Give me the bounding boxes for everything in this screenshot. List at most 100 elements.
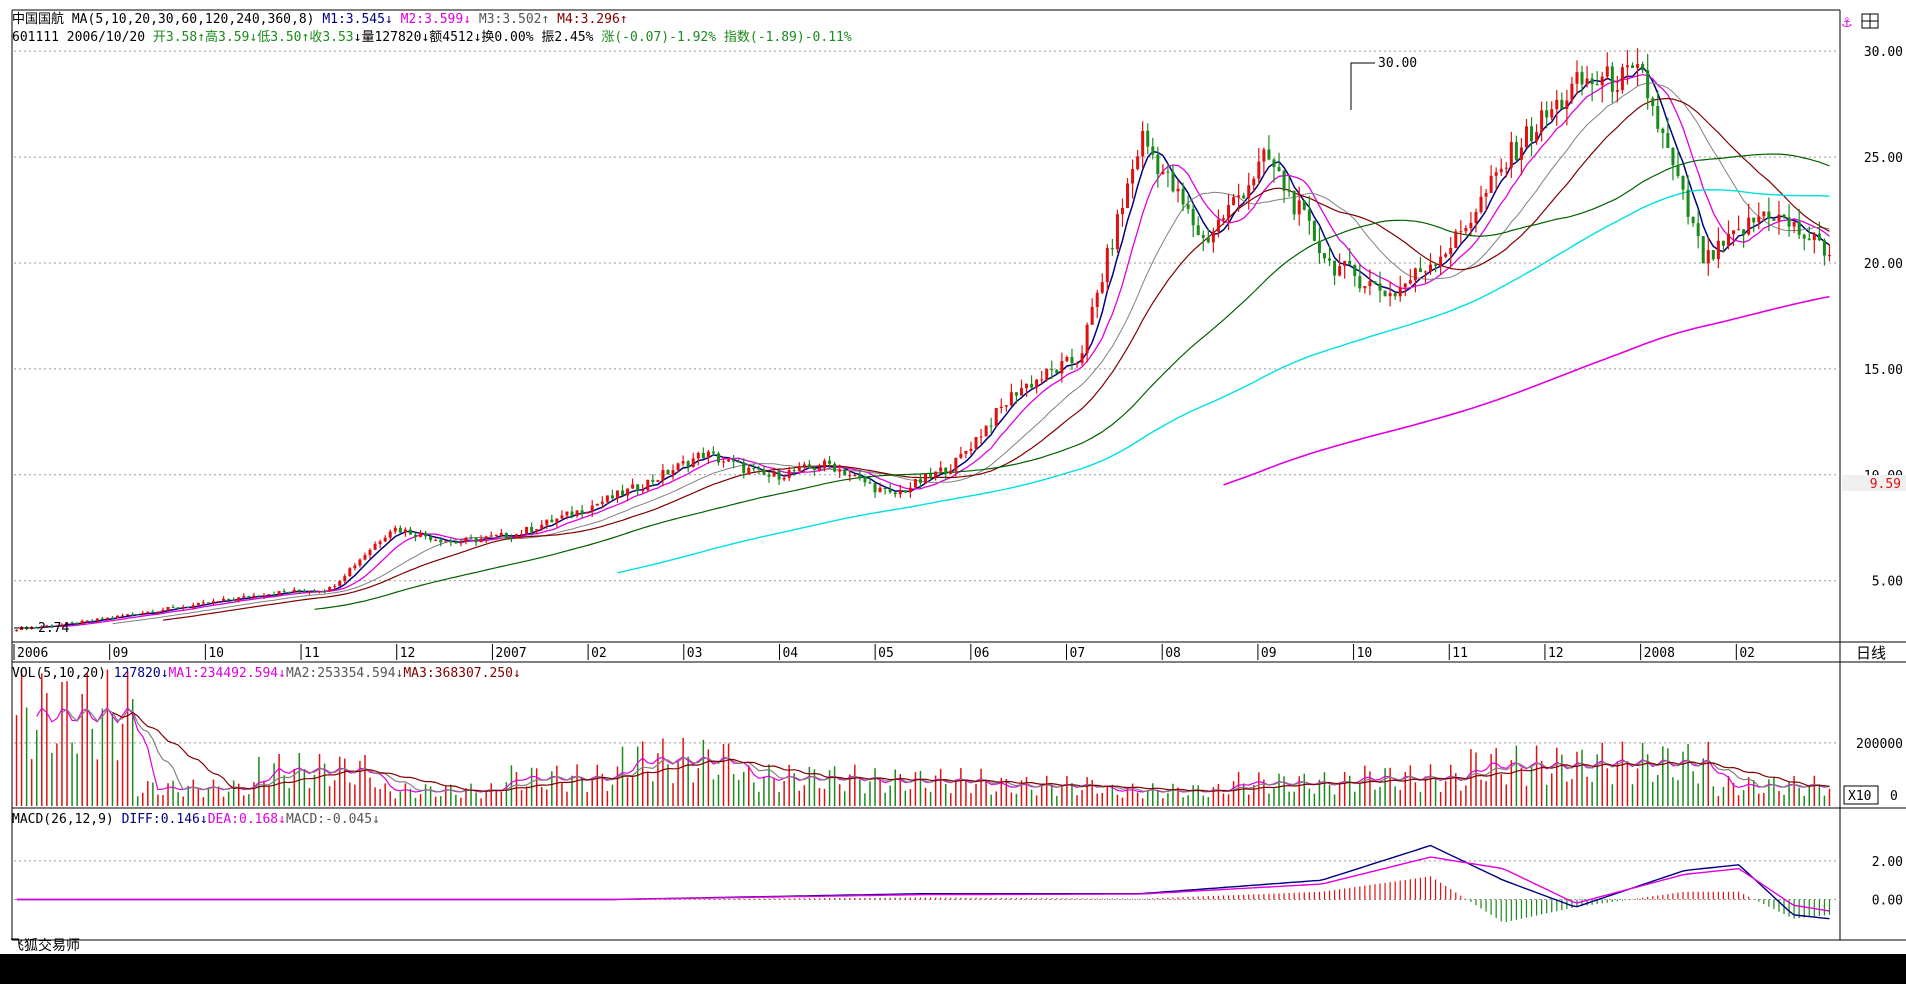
candle-body: [479, 538, 483, 543]
candle-body: [1353, 264, 1357, 277]
candle-body: [1227, 204, 1231, 219]
candle-body: [1105, 248, 1109, 283]
candle-body: [287, 591, 291, 593]
candle-body: [1368, 281, 1372, 287]
candle-body: [1686, 189, 1690, 217]
candle-body: [60, 624, 64, 626]
candle-body: [1535, 132, 1539, 142]
stock-name: 中国国航: [12, 12, 65, 27]
vol-ma5-line: [36, 706, 1830, 793]
candle-body: [1434, 264, 1438, 266]
time-tick-label: 12: [1548, 646, 1564, 661]
vol-ma1: MA1:234492.594: [168, 666, 279, 681]
candle-body: [929, 473, 933, 477]
candle-body: [1555, 99, 1559, 110]
candle-body: [1120, 207, 1124, 215]
candle-body: [1792, 221, 1796, 227]
peak-marker: [1350, 62, 1375, 110]
price-grid: [14, 50, 1840, 582]
candle-body: [388, 531, 392, 538]
candle-body: [1560, 99, 1564, 109]
candle-body: [737, 461, 741, 463]
candle-body: [1201, 235, 1205, 238]
candle-body: [1090, 306, 1094, 325]
candle-body: [146, 611, 150, 613]
close-price: 收3.53: [309, 30, 354, 45]
macd-histogram: [616, 876, 1831, 922]
candle-body: [247, 595, 251, 598]
anchor-icon[interactable]: ⚓: [1842, 12, 1852, 31]
candle-body: [984, 425, 988, 437]
candle-body: [1822, 240, 1826, 256]
candlesticks: [15, 48, 1831, 632]
candle-body: [1206, 237, 1210, 243]
candle-body: [1156, 154, 1160, 175]
candle-body: [1423, 271, 1427, 273]
candle-body: [1742, 229, 1746, 235]
candle-body: [166, 606, 170, 610]
candle-body: [257, 595, 261, 597]
candle-body: [550, 519, 554, 523]
time-tick-label: 06: [974, 646, 990, 661]
candle-body: [312, 591, 316, 593]
candle-body: [459, 542, 463, 544]
candle-body: [1812, 233, 1816, 241]
down-arrow-icon: ↓: [160, 666, 169, 681]
down-arrow-icon: ↓: [249, 30, 258, 45]
time-tick-label: 11: [1452, 646, 1468, 661]
candle-body: [1272, 159, 1276, 168]
candle-body: [1338, 266, 1342, 276]
candle-body: [671, 470, 675, 475]
candle-body: [1358, 276, 1362, 289]
candle-body: [681, 461, 685, 464]
ma30-line: [162, 97, 1830, 621]
price-tick-label: 15.00: [1864, 363, 1903, 378]
turnover-value: 换0.00%: [481, 30, 534, 45]
up-arrow-icon: ↑: [619, 12, 628, 27]
candle-body: [691, 458, 695, 468]
candle-body: [434, 539, 438, 541]
candle-body: [378, 541, 382, 544]
candle-body: [151, 611, 155, 613]
candle-body: [1242, 195, 1246, 199]
candle-body: [1277, 167, 1281, 172]
time-tick-label: 03: [687, 646, 703, 661]
candle-body: [1565, 100, 1569, 109]
candle-body: [1065, 356, 1069, 361]
candle-body: [924, 473, 928, 483]
macd-lines: [16, 844, 1830, 920]
candle-body: [1661, 128, 1665, 133]
candle-body: [1267, 149, 1271, 160]
macd-tick-label: 0.00: [1872, 893, 1903, 908]
period-label[interactable]: 日线: [1856, 644, 1886, 662]
down-arrow-icon: ↓: [395, 666, 404, 681]
open-price: 开3.58: [152, 30, 198, 45]
candle-body: [1696, 223, 1700, 237]
candle-body: [1701, 236, 1705, 264]
candle-body: [429, 536, 433, 541]
ma-m2: M2:3.599: [400, 12, 464, 27]
candle-body: [1595, 84, 1599, 86]
candle-body: [408, 529, 412, 535]
price-tick-label: 20.00: [1864, 257, 1903, 272]
candle-body: [1393, 293, 1397, 297]
ma-label: MA(5,10,20,30,60,120,240,360,8): [71, 12, 315, 27]
candle-body: [358, 559, 362, 566]
candle-body: [126, 614, 130, 616]
candle-body: [206, 602, 210, 604]
candle-body: [833, 463, 837, 472]
candle-body: [110, 617, 114, 619]
candle-body: [1131, 169, 1135, 184]
candle-body: [1100, 282, 1104, 293]
candle-body: [626, 488, 630, 496]
time-tick-label: 2007: [495, 646, 526, 661]
candle-body: [535, 529, 539, 532]
candle-body: [863, 477, 867, 483]
candle-body: [302, 591, 306, 593]
time-tick-label: 2006: [17, 646, 48, 661]
candle-body: [1747, 217, 1751, 235]
candle-body: [1615, 90, 1619, 92]
candle-body: [605, 495, 609, 502]
candle-body: [969, 448, 973, 451]
candle-body: [1418, 268, 1422, 272]
